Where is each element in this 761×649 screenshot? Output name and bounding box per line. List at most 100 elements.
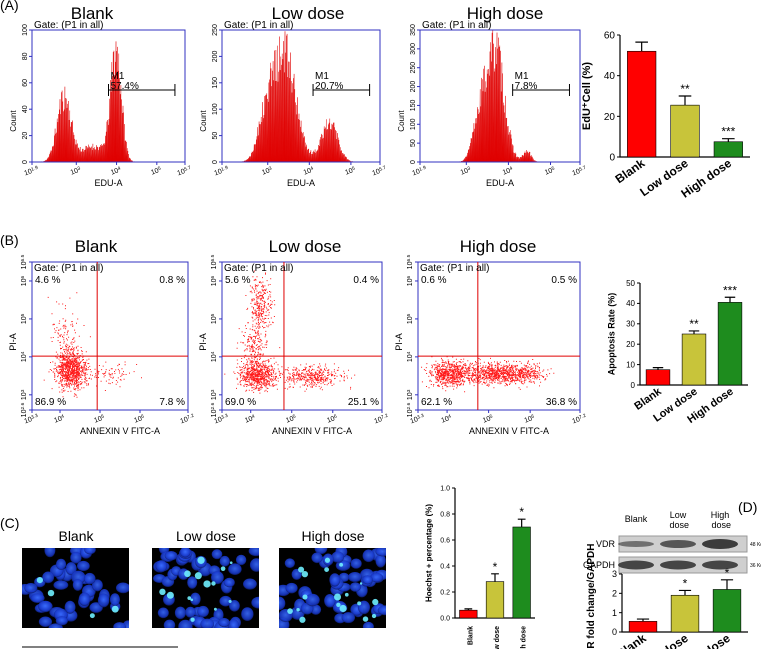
cell [190,592,201,606]
bright-nucleus [194,572,202,580]
cell [362,575,373,585]
y-axis-label: Apoptosis Rate (%) [606,293,616,376]
marker-name: M1 [111,71,125,82]
cell [55,558,67,570]
bar [670,104,700,158]
y-tick-label: 0 [410,160,417,164]
bright-nucleus [287,608,293,614]
marker-bracket [312,84,371,96]
bright-nucleus [296,607,300,612]
x-tick-label: 107.2 [179,412,196,425]
plot-title: Low dose [269,237,342,256]
band-size: 48 Kda [750,542,761,548]
cells [279,548,386,628]
y-axis-label: PI-A [8,333,18,351]
quadrant-percent: 0.5 % [551,275,577,286]
cell [38,616,53,627]
y-tick-label: 200 [212,50,219,62]
x-tick-label: Low dose [494,626,501,649]
cell [375,548,386,557]
cell [211,571,224,585]
y-tick-label: 0.2 [440,589,450,596]
event-dots [421,356,555,393]
cell [113,622,126,628]
bright-nucleus [299,616,306,623]
cell [369,572,384,583]
bright-nucleus [359,582,363,585]
y-tick-label: 60 [604,31,616,42]
cell [109,593,121,607]
x-tick-label: Blank [467,626,474,645]
cells [153,548,259,628]
band-name: GAPDH [583,560,615,570]
y-tick-label: 103 [20,389,29,400]
bright-nucleus [333,593,342,601]
y-axis-label: VDR fold change/GAPDH [586,544,597,649]
cell [249,558,259,572]
y-tick-label: 50 [212,132,219,140]
bright-nucleus [89,613,95,619]
event-dots [43,292,143,398]
bright-nucleus [36,577,43,584]
blot-band [702,539,738,549]
x-tick-label: Blank [613,156,648,186]
bright-nucleus [298,566,305,573]
y-tick-label: 0 [631,381,636,390]
bright-nucleus [203,580,211,588]
cell [227,619,240,628]
x-tick-label: 103.3 [409,412,426,425]
blot-band [618,560,654,570]
y-tick-label: 100 [212,103,219,115]
cell [284,558,295,569]
bar [713,141,743,158]
x-tick-label: 105.7 [176,164,193,177]
quadrant-percent: 62.1 % [421,397,452,408]
image-title: Blank [58,528,94,544]
y-tick-label: 3 [612,569,617,579]
marker-percent: 57.4% [111,81,139,92]
quadrant-percent: 36.8 % [546,397,577,408]
cell [335,560,351,571]
cell [219,555,230,567]
y-axis-label: PI-A [394,333,404,351]
bright-nucleus [220,566,226,572]
plot-title: High dose [467,4,544,23]
x-tick-label: High dose [521,626,528,649]
y-tick-label: 106.5 [406,254,415,269]
bright-nucleus [362,616,369,622]
x-tick-label: 104 [53,413,66,425]
x-tick-label: 103 [69,165,82,177]
x-axis-label: EDU-A [94,178,122,188]
x-tick-label: 104 [244,413,257,425]
cell [377,605,386,616]
x-tick-label: 104 [501,165,514,177]
x-tick-label: 101.9 [23,164,40,177]
y-tick-label: 40 [604,71,616,82]
x-tick-label: 105 [285,413,298,425]
cell [211,549,223,560]
y-tick-label: 40 [626,299,635,308]
y-tick-label: 102.6 [406,402,415,417]
bright-nucleus [197,556,205,564]
cell [324,594,336,608]
cell [163,619,176,628]
significance: *** [723,283,737,297]
y-tick-label: 80 [22,52,29,60]
cell [55,616,68,626]
panel-label: (C) [0,515,19,531]
cell [228,563,242,575]
cell [248,548,259,557]
quadrant-percent: 5.6 % [225,275,251,286]
band-size: 36 Kda [750,563,761,569]
y-tick-label: 250 [410,62,417,74]
cell [179,548,191,558]
x-tick-label: Blank [614,631,649,649]
plot-frame [419,29,581,163]
cell [70,551,82,564]
cell [347,572,362,583]
cell [200,618,215,628]
marker-name: M1 [315,71,329,82]
plot-title: Blank [75,237,118,256]
cell [219,595,232,607]
